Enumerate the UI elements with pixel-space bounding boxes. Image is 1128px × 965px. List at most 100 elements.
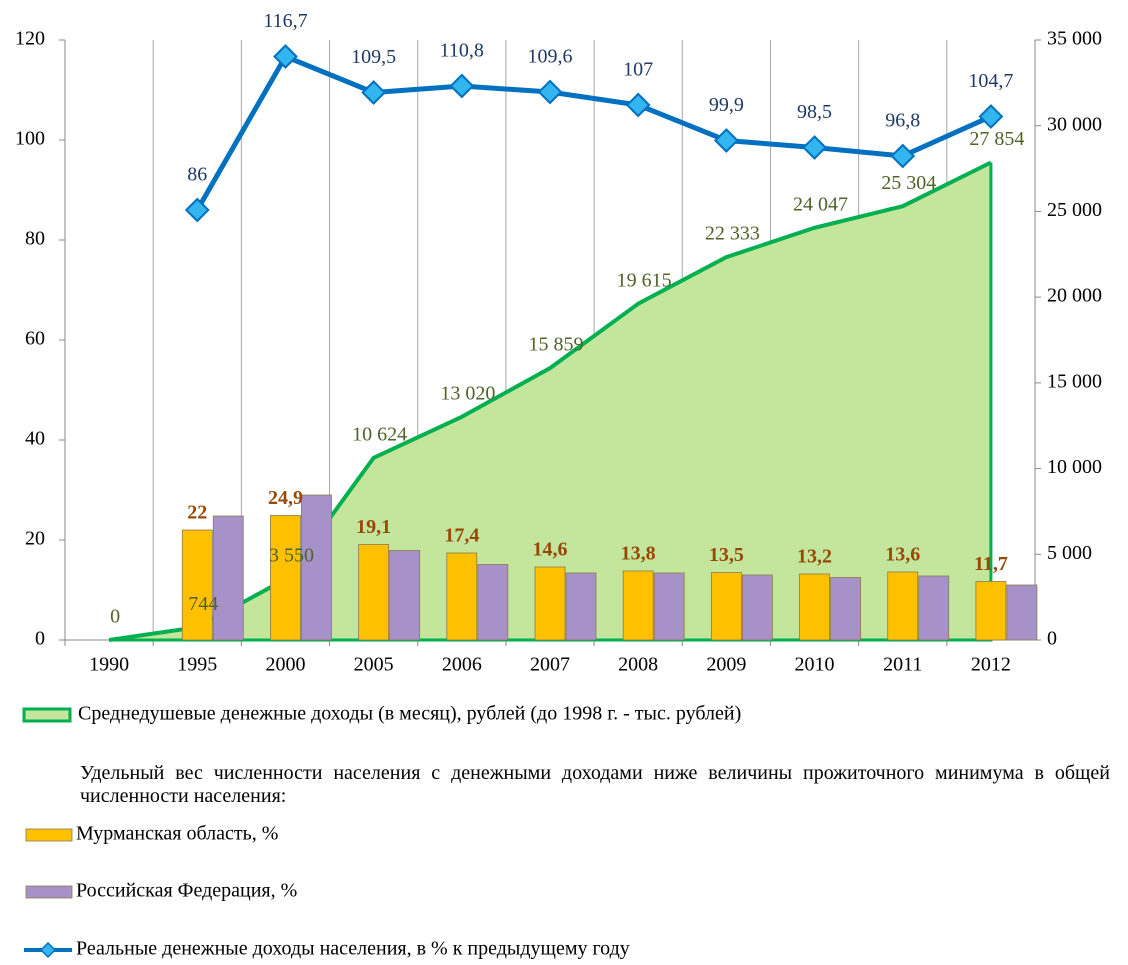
line-value-label: 104,7 [968, 70, 1013, 92]
y-tick-label: 0 [35, 628, 45, 650]
y2-tick-label: 5 000 [1047, 542, 1092, 564]
bar [918, 575, 950, 641]
y-tick-label: 100 [15, 128, 45, 150]
bar-value-label: 24,9 [268, 487, 303, 509]
bar-value-label: 22 [187, 502, 207, 524]
area-value-label: 13 020 [440, 382, 495, 404]
bar [358, 544, 390, 641]
legend-label: Мурманская область, % [76, 823, 278, 845]
y2-tick-label: 30 000 [1047, 113, 1102, 135]
line-value-label: 110,8 [440, 40, 484, 62]
area-value-label: 10 624 [352, 423, 407, 445]
marker [537, 79, 563, 105]
legend-swatch [22, 707, 72, 723]
y2-tick-label: 20 000 [1047, 285, 1102, 307]
bar-value-label: 13,5 [709, 544, 744, 566]
bar [565, 572, 597, 641]
bar [975, 581, 1007, 641]
bar [653, 572, 685, 641]
x-tick-label: 2006 [442, 654, 482, 676]
legend-swatch [25, 828, 73, 842]
area-value-label: 3 550 [269, 545, 314, 567]
bar-value-label: 13,2 [797, 546, 832, 568]
bar-value-label: 11,7 [974, 553, 1008, 575]
legend-note: Удельный вес численности населения с ден… [80, 762, 1110, 807]
bar [181, 529, 213, 641]
legend-label: Реальные денежные доходы населения, в % … [76, 938, 630, 960]
bar [477, 564, 509, 641]
bar [446, 552, 478, 641]
bar [534, 566, 566, 641]
bar-value-label: 19,1 [356, 516, 391, 538]
marker [273, 44, 298, 69]
line-value-label: 116,7 [263, 10, 307, 32]
bar [270, 515, 301, 641]
x-tick-label: 1995 [177, 654, 217, 676]
x-tick-label: 2012 [971, 654, 1011, 676]
y-tick-label: 80 [25, 228, 45, 250]
legend-label: Российская Федерация, % [76, 880, 297, 902]
x-tick-label: 2009 [706, 654, 746, 676]
y-tick-label: 20 [25, 528, 45, 550]
bar [301, 494, 332, 641]
marker [625, 92, 651, 118]
line-value-label: 98,5 [797, 101, 832, 123]
legend-swatch [25, 885, 73, 899]
bar-value-label: 14,6 [533, 539, 568, 561]
y-tick-label: 40 [25, 428, 45, 450]
bar-value-label: 13,6 [885, 544, 920, 566]
bar [741, 574, 773, 641]
marker [802, 135, 827, 160]
y-tick-label: 120 [15, 28, 45, 50]
line-value-label: 109,6 [528, 46, 573, 68]
marker [184, 197, 210, 223]
area-value-label: 24 047 [793, 193, 848, 215]
y2-tick-label: 35 000 [1047, 28, 1102, 50]
x-tick-label: 2011 [883, 654, 922, 676]
bar [622, 570, 654, 641]
y2-tick-label: 15 000 [1047, 370, 1102, 392]
y-tick-label: 60 [25, 328, 45, 350]
marker [449, 73, 475, 99]
line-value-label: 86 [187, 164, 207, 186]
legend-label: Среднедушевые денежные доходы (в месяц),… [78, 703, 741, 725]
bar [212, 515, 244, 641]
line [195, 53, 992, 212]
x-tick-label: 2000 [265, 654, 305, 676]
marker [890, 143, 916, 169]
marker [361, 80, 387, 105]
legend-marker [39, 941, 57, 959]
bar-value-label: 17,4 [444, 525, 479, 547]
y2-tick-label: 0 [1047, 628, 1057, 650]
line-value-label: 109,5 [351, 46, 396, 68]
bar [887, 571, 919, 641]
area-line [108, 160, 992, 642]
line-value-label: 96,8 [885, 110, 920, 132]
x-tick-label: 2010 [795, 654, 835, 676]
bar [389, 550, 421, 641]
bar-value-label: 13,8 [621, 543, 656, 565]
line-value-label: 99,9 [709, 94, 744, 116]
area-value-label: 25 304 [881, 172, 936, 194]
area-value-label: 22 333 [705, 223, 760, 245]
marker [713, 128, 739, 153]
area-value-label: 15 859 [529, 334, 584, 356]
bar [1006, 584, 1038, 641]
y2-tick-label: 25 000 [1047, 199, 1102, 221]
x-tick-label: 2007 [530, 654, 570, 676]
bar [830, 577, 861, 641]
marker [978, 104, 1004, 129]
line-value-label: 107 [623, 59, 653, 81]
x-tick-label: 1990 [89, 654, 129, 676]
x-tick-label: 2005 [354, 654, 394, 676]
bar [799, 573, 830, 641]
area-value-label: 19 615 [617, 269, 672, 291]
area-value-label: 744 [188, 593, 218, 615]
y2-tick-label: 10 000 [1047, 456, 1102, 478]
area-value-label: 27 854 [969, 128, 1024, 150]
x-tick-label: 2008 [618, 654, 658, 676]
bar [710, 572, 742, 641]
area-value-label: 0 [110, 606, 120, 628]
